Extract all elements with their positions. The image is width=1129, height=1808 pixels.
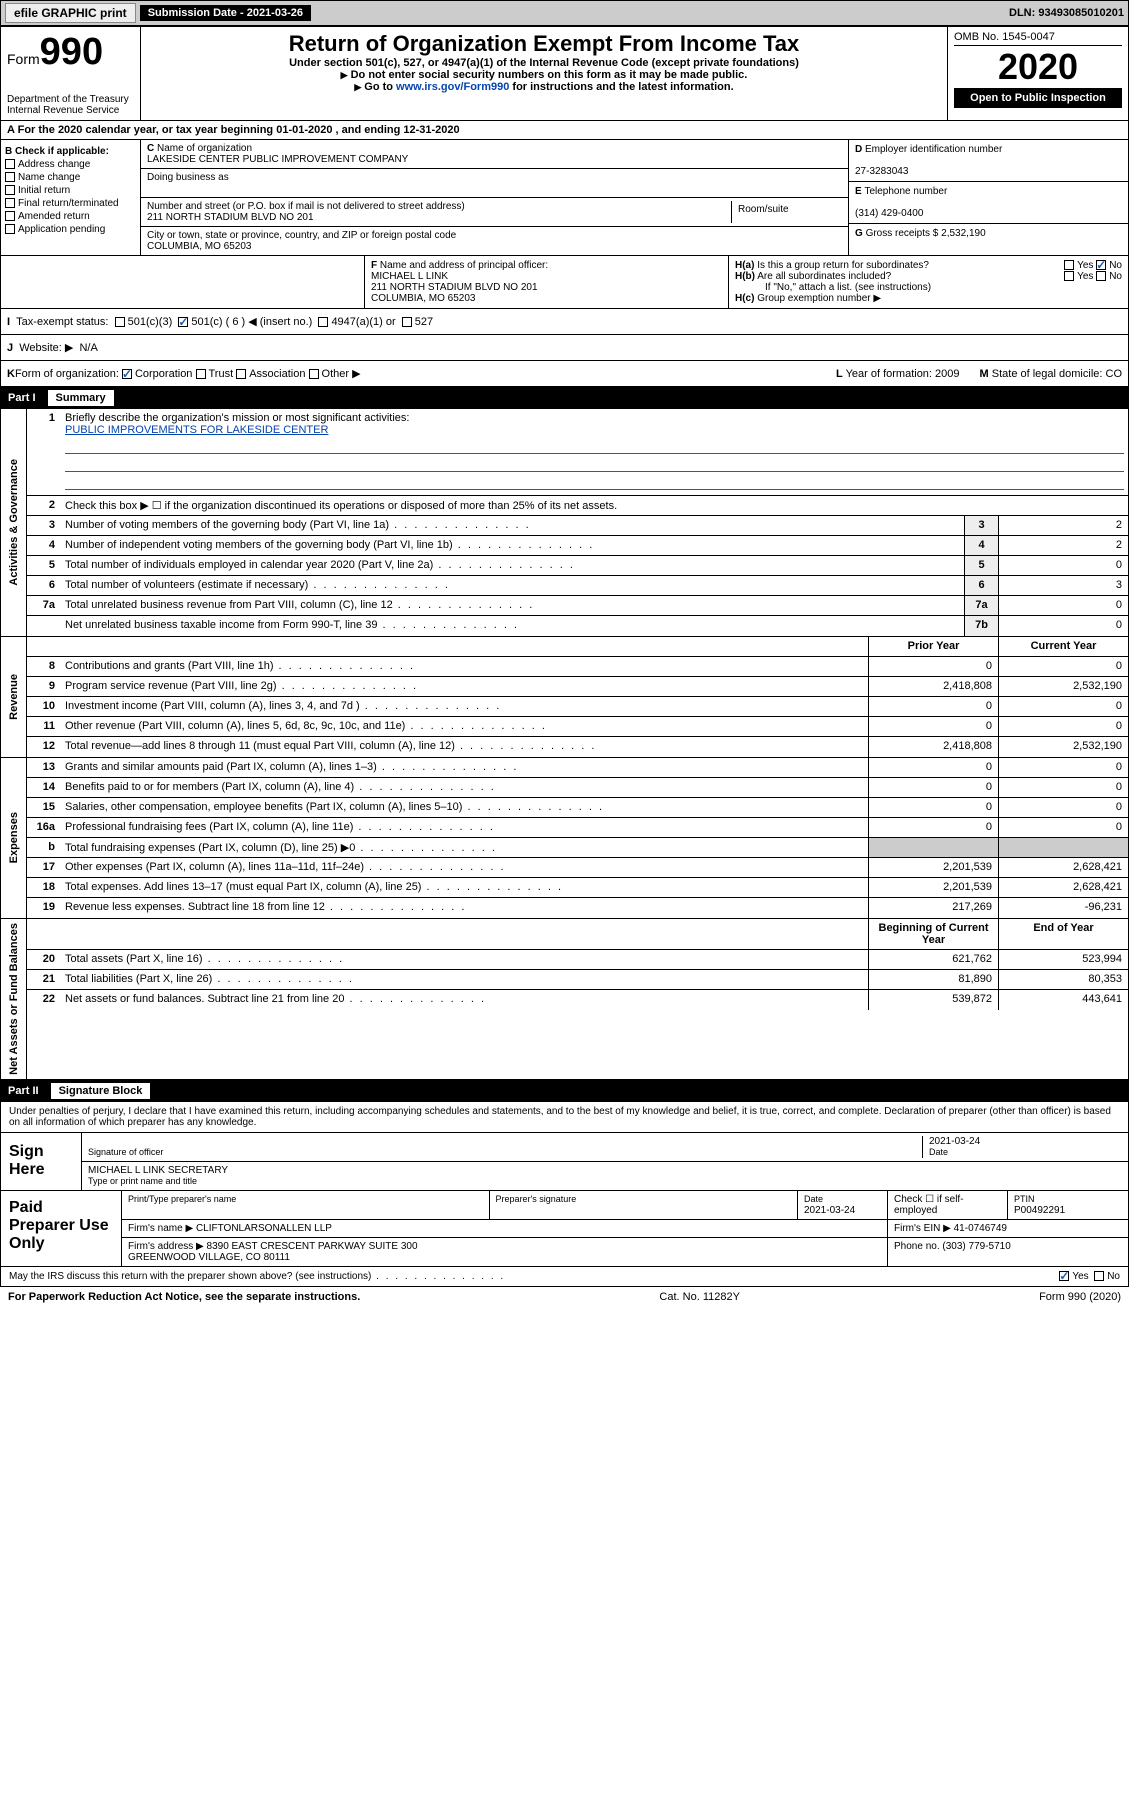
- summary-row-10: 10Investment income (Part VIII, column (…: [27, 697, 1128, 717]
- summary-row-15: 15Salaries, other compensation, employee…: [27, 798, 1128, 818]
- summary-activities-governance: Activities & Governance 1 Briefly descri…: [0, 409, 1129, 637]
- summary-row-17: 17Other expenses (Part IX, column (A), l…: [27, 858, 1128, 878]
- gross-receipts: 2,532,190: [941, 228, 986, 239]
- instr-ssn: Do not enter social security numbers on …: [147, 69, 941, 81]
- website: N/A: [79, 342, 97, 354]
- summary-row-8: 8Contributions and grants (Part VIII, li…: [27, 657, 1128, 677]
- summary-row-20: 20Total assets (Part X, line 16)621,7625…: [27, 950, 1128, 970]
- officer-name: MICHAEL L LINK: [371, 271, 448, 282]
- open-to-public: Open to Public Inspection: [954, 88, 1122, 108]
- summary-row-6: 6Total number of volunteers (estimate if…: [27, 576, 1128, 596]
- summary-row-7a: 7aTotal unrelated business revenue from …: [27, 596, 1128, 616]
- summary-expenses: Expenses 13Grants and similar amounts pa…: [0, 758, 1129, 919]
- irs-discuss: May the IRS discuss this return with the…: [9, 1271, 505, 1282]
- summary-row-22: 22Net assets or fund balances. Subtract …: [27, 990, 1128, 1010]
- checkbox-application-pending[interactable]: Application pending: [5, 224, 136, 235]
- vlabel-expenses: Expenses: [6, 808, 22, 867]
- summary-row-5: 5Total number of individuals employed in…: [27, 556, 1128, 576]
- page-footer: For Paperwork Reduction Act Notice, see …: [0, 1287, 1129, 1307]
- mission-text: PUBLIC IMPROVEMENTS FOR LAKESIDE CENTER: [65, 424, 328, 436]
- form-subtitle: Under section 501(c), 527, or 4947(a)(1)…: [147, 57, 941, 69]
- section-i: I Tax-exempt status: 501(c)(3) 501(c) ( …: [0, 309, 1129, 335]
- summary-netassets: Net Assets or Fund Balances Beginning of…: [0, 919, 1129, 1080]
- row-fh: F Name and address of principal officer:…: [0, 256, 1129, 309]
- summary-row-4: 4Number of independent voting members of…: [27, 536, 1128, 556]
- section-f: F Name and address of principal officer:…: [365, 256, 728, 308]
- omb-number: OMB No. 1545-0047: [954, 31, 1122, 46]
- summary-row-13: 13Grants and similar amounts paid (Part …: [27, 758, 1128, 778]
- efile-label: efile GRAPHIC print: [5, 3, 136, 23]
- ein: 27-3283043: [855, 166, 908, 177]
- checkbox-address-change[interactable]: Address change: [5, 159, 136, 170]
- part1-header: Part ISummary: [0, 387, 1129, 409]
- sign-here-label: Sign Here: [1, 1133, 81, 1190]
- section-d: D Employer identification number 27-3283…: [849, 140, 1128, 182]
- org-name: LAKESIDE CENTER PUBLIC IMPROVEMENT COMPA…: [147, 154, 408, 165]
- summary-row-3: 3Number of voting members of the governi…: [27, 516, 1128, 536]
- instr-link: Go to www.irs.gov/Form990 for instructio…: [147, 81, 941, 93]
- summary-row-19: 19Revenue less expenses. Subtract line 1…: [27, 898, 1128, 918]
- form-num: 990: [40, 31, 103, 73]
- summary-row-21: 21Total liabilities (Part X, line 26)81,…: [27, 970, 1128, 990]
- checkbox-amended-return[interactable]: Amended return: [5, 211, 136, 222]
- header-block-bcdefg: B Check if applicable: Address changeNam…: [0, 140, 1129, 256]
- summary-row-16a: 16aProfessional fundraising fees (Part I…: [27, 818, 1128, 838]
- dln: DLN: 93493085010201: [1009, 7, 1124, 19]
- summary-row-14: 14Benefits paid to or for members (Part …: [27, 778, 1128, 798]
- officer-sig-name: MICHAEL L LINK SECRETARY: [88, 1165, 228, 1176]
- vlabel-activities: Activities & Governance: [6, 455, 22, 590]
- irs-link[interactable]: www.irs.gov/Form990: [396, 81, 509, 93]
- part2-header: Part IISignature Block: [0, 1080, 1129, 1102]
- checkbox-final-return-terminated[interactable]: Final return/terminated: [5, 198, 136, 209]
- section-j: J Website: ▶ N/A: [0, 335, 1129, 361]
- submission-date: Submission Date - 2021-03-26: [140, 5, 311, 21]
- org-city: COLUMBIA, MO 65203: [147, 241, 251, 252]
- sig-intro: Under penalties of perjury, I declare th…: [1, 1102, 1128, 1132]
- checkbox-name-change[interactable]: Name change: [5, 172, 136, 183]
- section-h: H(a) Is this a group return for subordin…: [728, 256, 1128, 308]
- summary-row-9: 9Program service revenue (Part VIII, lin…: [27, 677, 1128, 697]
- summary-row-7b: Net unrelated business taxable income fr…: [27, 616, 1128, 636]
- paid-preparer-label: Paid Preparer Use Only: [1, 1191, 121, 1266]
- summary-row-b: bTotal fundraising expenses (Part IX, co…: [27, 838, 1128, 858]
- section-e: E Telephone number (314) 429-0400: [849, 182, 1128, 224]
- tax-year: 2020: [954, 46, 1122, 88]
- firm-name: CLIFTONLARSONALLEN LLP: [196, 1223, 332, 1234]
- summary-row-12: 12Total revenue—add lines 8 through 11 (…: [27, 737, 1128, 757]
- signature-block: Under penalties of perjury, I declare th…: [0, 1102, 1129, 1287]
- section-b: B Check if applicable: Address changeNam…: [1, 140, 141, 255]
- line-a-taxyear: A For the 2020 calendar year, or tax yea…: [0, 121, 1129, 140]
- vlabel-netassets: Net Assets or Fund Balances: [6, 919, 22, 1079]
- summary-row-11: 11Other revenue (Part VIII, column (A), …: [27, 717, 1128, 737]
- summary-revenue: Revenue Prior YearCurrent Year 8Contribu…: [0, 637, 1129, 758]
- section-g: G Gross receipts $ 2,532,190: [849, 224, 1128, 243]
- section-klm: K Form of organization: Corporation Trus…: [0, 361, 1129, 387]
- section-c: C Name of organizationLAKESIDE CENTER PU…: [141, 140, 848, 255]
- org-street: 211 NORTH STADIUM BLVD NO 201: [147, 212, 314, 223]
- form-title: Return of Organization Exempt From Incom…: [147, 31, 941, 57]
- vlabel-revenue: Revenue: [6, 670, 22, 724]
- summary-row-18: 18Total expenses. Add lines 13–17 (must …: [27, 878, 1128, 898]
- phone: (314) 429-0400: [855, 208, 923, 219]
- form-label: Form: [7, 51, 40, 67]
- room-suite-label: Room/suite: [732, 201, 842, 223]
- dept-treasury: Department of the Treasury Internal Reve…: [7, 94, 134, 116]
- efile-topbar: efile GRAPHIC print Submission Date - 20…: [0, 0, 1129, 26]
- form-header: Form990 Department of the Treasury Inter…: [0, 26, 1129, 121]
- checkbox-initial-return[interactable]: Initial return: [5, 185, 136, 196]
- form-number: Form990: [7, 31, 134, 74]
